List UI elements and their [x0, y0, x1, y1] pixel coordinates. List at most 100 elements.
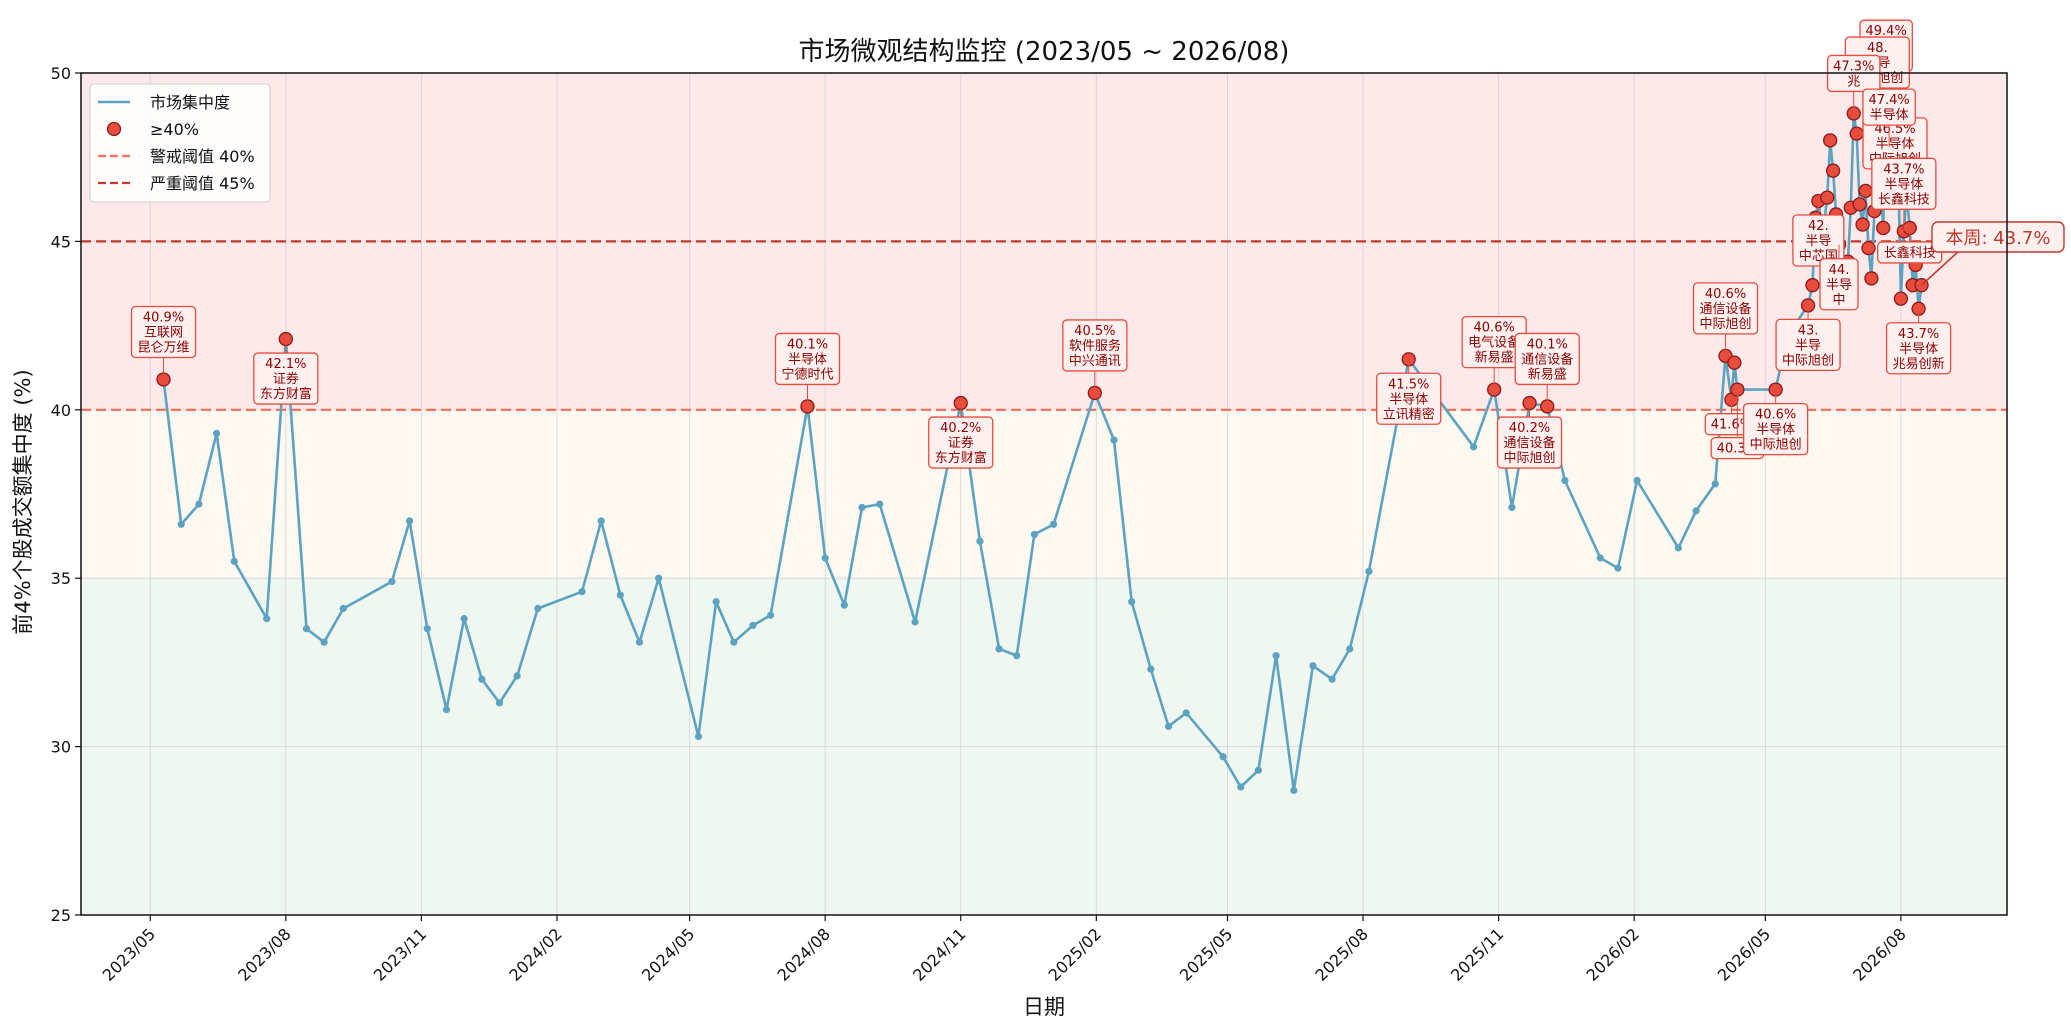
x-axis-ticks: 2023/05 2023/08 2023/11 2024/02 2024/05 2024/…	[99, 915, 1910, 985]
annotation-text-7-1: 通信设备	[1504, 435, 1556, 451]
data-point-64	[1614, 564, 1622, 572]
x-tick-label-12: 2026/05	[1714, 924, 1774, 984]
x-tick-label-10: 2025/11	[1447, 924, 1507, 984]
data-point-4	[230, 557, 238, 565]
annotation-text-21-1: 半导	[1805, 234, 1831, 249]
annotation-box-5	[1376, 372, 1442, 425]
annotation-text-20-1: 半导体	[1899, 342, 1938, 357]
annotation-text-20-2: 兆易创新	[1893, 356, 1945, 372]
annotation-text-1-0: 42.1%	[265, 357, 306, 372]
x-tick-label-8: 2025/05	[1176, 924, 1236, 984]
annotation-text-19-2: 长鑫科技	[1878, 191, 1930, 207]
annotation-text-3-0: 40.2%	[940, 421, 981, 436]
data-point-1	[177, 520, 185, 528]
data-point-54	[1346, 645, 1354, 653]
zone-bands	[81, 73, 2007, 915]
data-point-36	[976, 537, 984, 545]
data-point-47	[1219, 753, 1227, 761]
data-point-27	[749, 621, 757, 629]
annotation-text-6-0: 40.6%	[1474, 321, 1515, 336]
data-point-44	[1147, 665, 1155, 673]
annotation-text-22-2: 中	[1833, 293, 1846, 308]
data-point-57	[1469, 443, 1478, 451]
alert-point-80	[1820, 190, 1835, 205]
annotation-text-14-0: 49.4%	[1866, 24, 1907, 39]
data-point-37	[995, 645, 1003, 653]
legend-box	[89, 83, 271, 203]
current-week-callout: 本周: 43.7%	[1920, 221, 2065, 286]
data-point-24	[694, 732, 703, 741]
annotation-text-9-2: 中际旭创	[1700, 317, 1752, 332]
legend-swatch-1	[106, 121, 122, 137]
annotation-text-8-1: 通信设备	[1521, 351, 1573, 367]
x-tick-label-5: 2024/08	[774, 924, 834, 984]
x-tick-label-7: 2025/02	[1045, 924, 1105, 984]
data-point-28	[767, 611, 775, 619]
annotation-text-19-1: 半导体	[1884, 177, 1923, 192]
alert-point-93	[1858, 183, 1873, 199]
data-point-55	[1365, 567, 1373, 576]
alert-point-81	[1823, 133, 1838, 148]
data-point-62	[1561, 476, 1569, 485]
y-tick-label-4: 45	[51, 232, 71, 251]
data-point-50	[1272, 652, 1280, 660]
y-tick-label-0: 25	[51, 906, 71, 925]
x-tick-label-2: 2023/11	[370, 924, 430, 984]
data-point-34	[911, 618, 919, 626]
y-tick-label-5: 50	[51, 64, 71, 83]
data-point-5	[263, 615, 271, 623]
annotation-text-2-0: 40.1%	[787, 337, 828, 352]
alert-point-82	[1825, 163, 1841, 178]
annotation-text-1-2: 东方财富	[260, 386, 312, 402]
alert-point-90	[1849, 126, 1864, 141]
annotation-text-3-2: 东方财富	[935, 450, 987, 466]
x-tick-label-11: 2026/02	[1583, 924, 1643, 984]
threshold-lines	[81, 240, 2007, 411]
annotation-box-20	[1885, 322, 1952, 375]
alert-point-91	[1852, 197, 1867, 212]
annotation-text-9-1: 通信设备	[1700, 301, 1752, 317]
annotation-box-3	[928, 416, 994, 469]
current-week-label: 本周: 43.7%	[1946, 228, 2051, 249]
alert-point-71	[1727, 355, 1742, 370]
annotation-box-0	[130, 305, 197, 359]
annotation-text-0-1: 互联网	[144, 325, 183, 340]
annotation-text-13-0: 43.	[1798, 323, 1819, 338]
y-axis-label: 前4%个股成交额集中度 (%)	[11, 369, 35, 634]
annotation-text-19-0: 43.7%	[1883, 162, 1924, 177]
annotation-box-19	[1871, 157, 1937, 210]
data-point-59	[1508, 503, 1516, 512]
data-point-22	[635, 638, 644, 646]
annotation-box-18	[1862, 88, 1916, 126]
annotation-text-2-2: 宁德时代	[781, 366, 833, 382]
data-point-38	[1013, 652, 1021, 660]
legend-label-3: 严重阈值 45%	[150, 174, 255, 193]
annotation-box-13	[1775, 318, 1841, 372]
x-tick-label-1: 2023/08	[234, 924, 294, 984]
alert-point-76	[1805, 278, 1820, 293]
annotation-text-22-1: 半导	[1826, 278, 1852, 293]
annotation-text-7-2: 中际旭创	[1504, 451, 1556, 466]
y-tick-label-2: 35	[51, 569, 71, 588]
annotation-text-12-0: 40.6%	[1755, 408, 1796, 423]
data-point-3	[212, 429, 221, 437]
data-point-63	[1596, 554, 1604, 562]
annotation-text-0-0: 40.9%	[143, 310, 184, 325]
data-point-52	[1309, 662, 1317, 670]
legend-label-0: 市场集中度	[150, 93, 230, 112]
data-point-10	[388, 577, 396, 586]
data-point-13	[442, 705, 451, 714]
alert-point-92	[1855, 217, 1870, 232]
alert-point-99	[1876, 220, 1891, 236]
alert-point-94	[1861, 240, 1876, 256]
